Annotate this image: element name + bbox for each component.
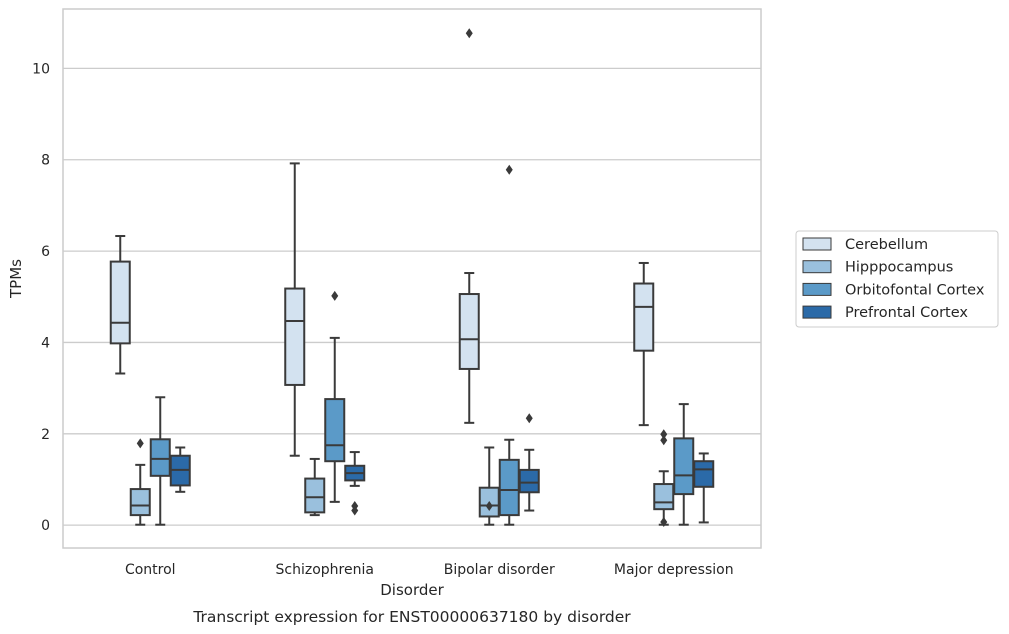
box-prefrontal-cortex <box>344 451 366 516</box>
box-orbitofontal-cortex <box>149 396 171 526</box>
outlier-point <box>660 435 668 446</box>
box-iqr <box>693 460 715 488</box>
x-tick-label: Schizophrenia <box>276 562 374 578</box>
outlier-point <box>351 500 359 511</box>
x-tick-label: Control <box>125 562 176 578</box>
box-cerebellum <box>284 162 306 457</box>
box-cerebellum <box>458 28 480 424</box>
box-iqr <box>633 282 655 352</box>
box-iqr <box>304 477 326 514</box>
outlier-point <box>331 290 339 301</box>
box-iqr <box>149 438 171 477</box>
x-tick-labels: Control Schizophrenia Bipolar disorder Majo… <box>125 562 734 578</box>
box-hipppocampus <box>304 457 326 517</box>
box-hipppocampus <box>478 446 500 526</box>
y-axis-title: TPMs <box>7 259 25 299</box>
outlier-point <box>525 413 533 424</box>
box-iqr <box>284 287 306 386</box>
box-iqr <box>653 483 675 511</box>
chart-title: Transcript expression for ENST0000063718… <box>192 608 631 626</box>
box-iqr <box>109 260 131 345</box>
y-tick-label: 8 <box>41 153 50 169</box>
outlier-point <box>465 28 473 39</box>
box-prefrontal-cortex <box>169 446 191 493</box>
plot-area-frame <box>62 8 762 549</box>
box-elements <box>109 28 715 527</box>
y-tick-label: 0 <box>41 518 50 534</box>
outlier-point <box>485 500 493 511</box>
box-iqr <box>129 488 151 517</box>
legend-swatch <box>802 282 832 296</box>
y-tick-labels: 0 2 4 6 8 10 <box>32 61 50 534</box>
box-orbitofontal-cortex <box>673 403 695 526</box>
box-orbitofontal-cortex <box>324 290 346 503</box>
x-axis-title: Disorder <box>380 581 444 599</box>
gridlines <box>63 67 761 526</box>
box-hipppocampus <box>653 429 675 527</box>
legend-label: Orbitofontal Cortex <box>845 282 985 298</box>
box-prefrontal-cortex <box>693 452 715 524</box>
x-tick-label: Bipolar disorder <box>444 562 555 578</box>
box-hipppocampus <box>129 438 151 526</box>
legend-swatch <box>802 237 832 251</box>
legend-label: Cerebellum <box>845 237 928 253</box>
box-cerebellum <box>109 235 131 375</box>
legend-label: Prefrontal Cortex <box>845 305 968 321</box>
legend-frame <box>795 230 999 328</box>
box-iqr <box>458 293 480 370</box>
box-iqr <box>324 398 346 463</box>
outlier-point <box>136 438 144 449</box>
box-iqr <box>673 437 695 496</box>
box-iqr <box>498 458 520 517</box>
box-prefrontal-cortex <box>518 413 540 512</box>
y-tick-label: 2 <box>41 427 50 443</box>
y-tick-label: 6 <box>41 244 50 260</box>
outlier-point <box>660 429 668 440</box>
legend-swatch <box>802 305 832 319</box>
legend-label: Hipppocampus <box>845 260 953 276</box>
box-iqr <box>518 468 540 494</box>
legend: Cerebellum Hipppocampus Orbitofontal Corte… <box>795 230 999 328</box>
outlier-point <box>660 516 668 527</box>
x-tick-label: Major depression <box>614 562 734 578</box>
legend-swatch <box>802 260 832 274</box>
box-cerebellum <box>633 261 655 427</box>
outlier-point <box>505 164 513 175</box>
y-tick-label: 10 <box>32 61 50 77</box>
box-orbitofontal-cortex <box>498 164 520 526</box>
y-tick-label: 4 <box>41 335 50 351</box>
